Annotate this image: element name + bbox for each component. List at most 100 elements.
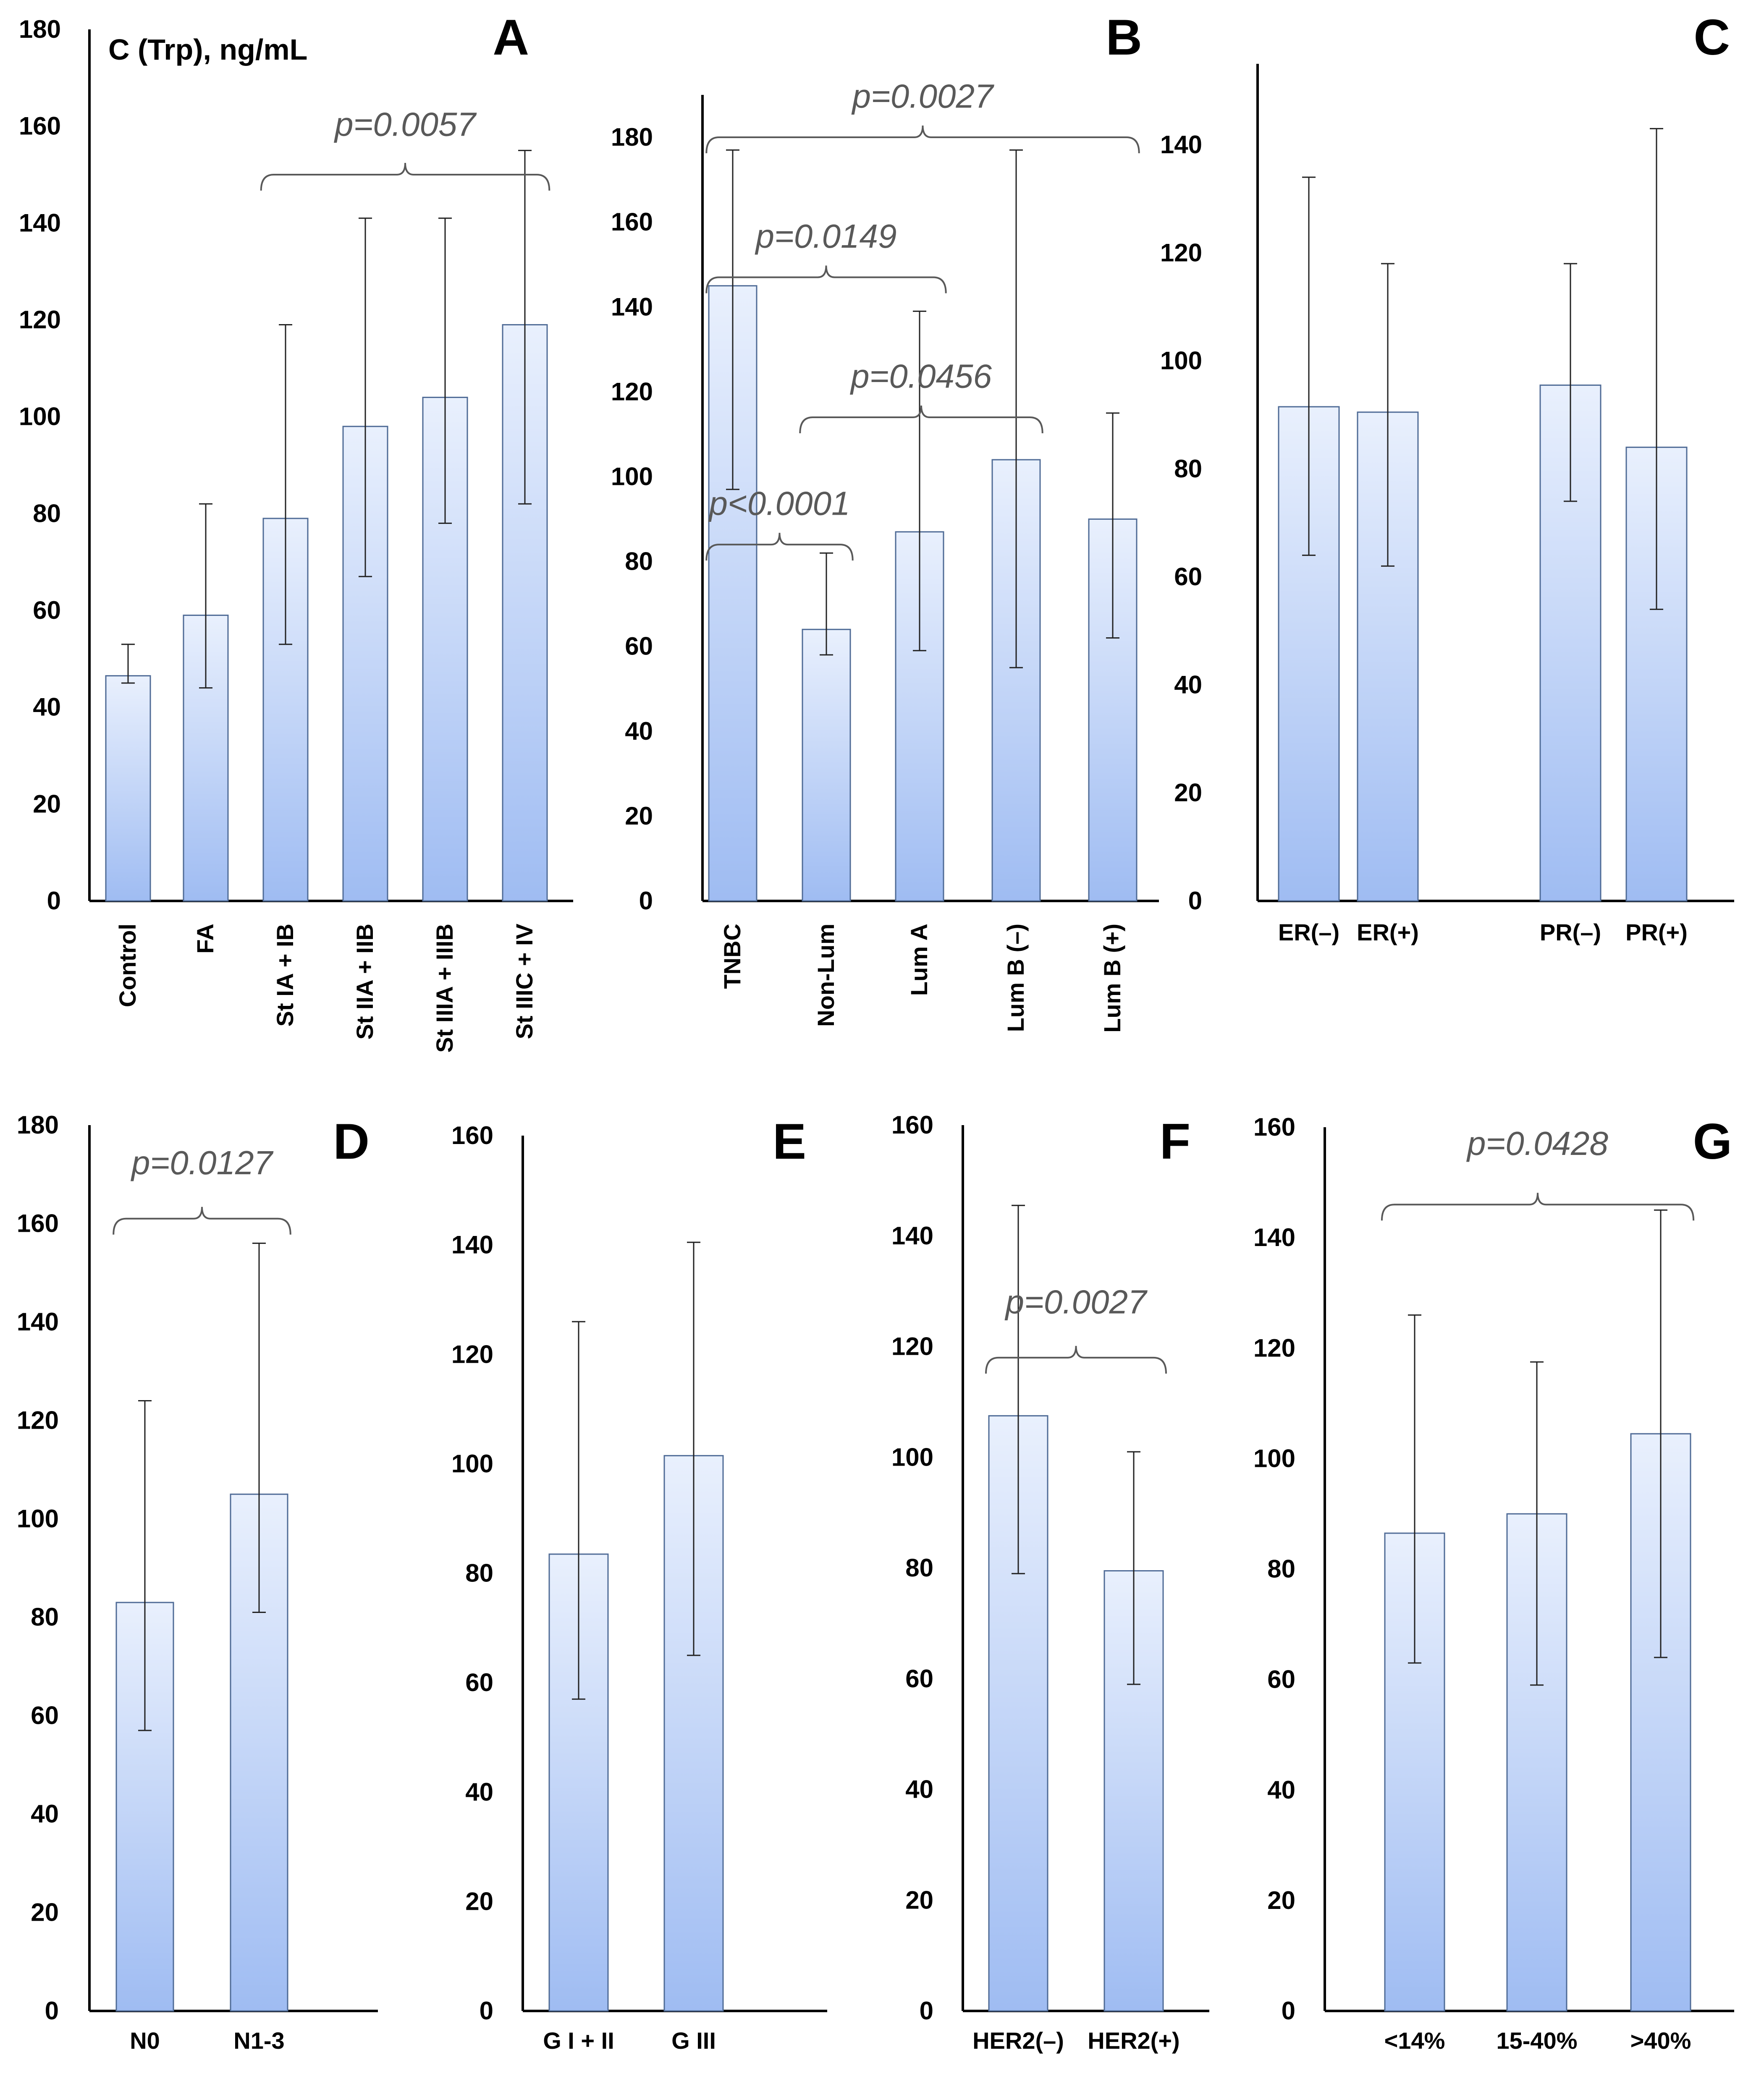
p-value-label: p=0.0127 <box>131 1144 273 1181</box>
category-label: N0 <box>130 2027 160 2054</box>
category-label: TNBC <box>719 924 745 989</box>
y-tick-label: 80 <box>31 1603 59 1631</box>
y-tick-label: 20 <box>465 1887 493 1915</box>
p-value-label: p=0.0057 <box>334 106 477 143</box>
y-tick-label: 140 <box>891 1222 933 1250</box>
y-tick-label: 80 <box>1267 1555 1295 1583</box>
y-tick-label: 80 <box>625 547 653 576</box>
chart-panel-b: 0 20 40 60 80 100 120 140 160 180 TNBC Non-Lum Lum A… <box>611 9 1159 1033</box>
panel-letter-c: C <box>1693 9 1730 65</box>
y-tick-label: 140 <box>1253 1223 1295 1251</box>
figure-label: C (Trp), ng/mL <box>108 33 308 66</box>
y-tick-label: 100 <box>891 1443 933 1471</box>
category-label: Non-Lum <box>813 924 839 1027</box>
y-tick-label: 160 <box>891 1111 933 1139</box>
y-tick-label: 180 <box>17 1111 59 1139</box>
significance-bracket <box>260 162 550 191</box>
y-tick-label: 20 <box>625 802 653 830</box>
y-tick-label: 60 <box>31 1702 59 1730</box>
y-tick-label: 60 <box>33 596 61 624</box>
category-label: St IIIA + IIIB <box>431 924 458 1053</box>
category-label: Lum A <box>906 924 932 996</box>
y-tick-label: 160 <box>1253 1113 1295 1141</box>
category-label: St IIA + IIB <box>351 924 378 1039</box>
p-value-label: p=0.0027 <box>1005 1283 1148 1320</box>
y-tick-label: 20 <box>1267 1886 1295 1914</box>
y-tick-label: 140 <box>17 1308 59 1336</box>
y-tick-label: 60 <box>1267 1665 1295 1694</box>
y-tick-label: 0 <box>45 1997 59 2025</box>
y-tick-label: 60 <box>625 632 653 660</box>
panel-letter-f: F <box>1160 1113 1190 1170</box>
significance-bracket <box>1381 1193 1695 1221</box>
category-label: <14% <box>1384 2027 1445 2054</box>
y-tick-label: 80 <box>905 1554 933 1582</box>
y-tick-label: 120 <box>19 306 61 334</box>
y-tick-label: 120 <box>1160 238 1202 267</box>
bar <box>105 675 151 902</box>
y-tick-label: 80 <box>465 1559 493 1587</box>
panel-letter-g: G <box>1693 1113 1732 1170</box>
chart-panel-f: 0 20 40 60 80 100 120 140 160 HER2(–) HER2(+) p=0.0… <box>891 1111 1209 2054</box>
y-tick-label: 40 <box>31 1800 59 1828</box>
y-tick-label: 0 <box>920 1997 933 2025</box>
y-tick-label: 20 <box>905 1886 933 1914</box>
chart-panel-e: 0 20 40 60 80 100 120 140 160 G I + II G III E <box>451 1113 827 2054</box>
category-label: >40% <box>1630 2027 1691 2054</box>
category-label: Lum B (+) <box>1099 924 1125 1033</box>
y-tick-label: 0 <box>1188 887 1202 915</box>
chart-panel-d: 0 20 40 60 80 100 120 140 160 180 N0 N1-3 p=0.0127 D <box>17 1111 378 2054</box>
y-tick-label: 100 <box>17 1505 59 1533</box>
y-tick-label: 80 <box>33 499 61 527</box>
bar <box>502 324 548 902</box>
y-tick-label: 40 <box>1267 1776 1295 1804</box>
y-tick-label: 120 <box>17 1406 59 1434</box>
category-label: HER2(–) <box>972 2027 1064 2054</box>
y-tick-label: 40 <box>1174 670 1202 699</box>
y-tick-label: 140 <box>1160 131 1202 159</box>
y-tick-label: 60 <box>905 1665 933 1693</box>
y-tick-label: 160 <box>451 1121 493 1149</box>
y-tick-label: 60 <box>465 1668 493 1697</box>
y-tick-label: 140 <box>451 1231 493 1259</box>
p-value-label: p=0.0428 <box>1466 1125 1608 1162</box>
p-value-label: p=0.0149 <box>755 217 897 255</box>
y-tick-label: 0 <box>47 887 61 915</box>
y-tick-label: 0 <box>1282 1997 1295 2025</box>
y-tick-label: 0 <box>639 887 653 915</box>
p-value-label: p=0.0027 <box>852 77 994 115</box>
y-tick-label: 40 <box>33 693 61 721</box>
y-tick-label: 100 <box>611 462 653 490</box>
y-tick-label: 140 <box>611 293 653 321</box>
p-value-label: p=0.0456 <box>850 357 992 395</box>
y-tick-label: 100 <box>451 1450 493 1478</box>
category-label: Lum B (–) <box>1002 924 1029 1032</box>
y-tick-label: 100 <box>19 403 61 431</box>
panel-letter-b: B <box>1106 9 1142 65</box>
y-tick-label: 80 <box>1174 455 1202 483</box>
category-label: PR(–) <box>1540 919 1601 945</box>
category-label: ER(+) <box>1357 919 1419 945</box>
category-label: St IIIC + IV <box>511 924 537 1039</box>
significance-bracket <box>705 533 854 561</box>
y-tick-label: 180 <box>19 15 61 43</box>
category-label: G I + II <box>543 2027 614 2054</box>
y-tick-label: 20 <box>33 790 61 818</box>
category-label: 15-40% <box>1496 2027 1577 2054</box>
y-tick-label: 180 <box>611 123 653 151</box>
category-label: N1-3 <box>233 2027 284 2054</box>
category-label: HER2(+) <box>1088 2027 1179 2054</box>
y-tick-label: 100 <box>1160 347 1202 375</box>
bar <box>802 628 851 902</box>
panel-letter-e: E <box>773 1113 806 1170</box>
y-tick-label: 40 <box>465 1778 493 1806</box>
y-tick-label: 120 <box>891 1333 933 1361</box>
y-tick-label: 120 <box>451 1340 493 1368</box>
category-label: FA <box>192 924 218 954</box>
y-tick-label: 40 <box>905 1775 933 1804</box>
chart-panel-g: 0 20 40 60 80 100 120 140 160 <14% 15-40% >40% p=0.0… <box>1253 1113 1734 2054</box>
significance-bracket <box>985 1346 1167 1374</box>
category-label: ER(–) <box>1278 919 1339 945</box>
